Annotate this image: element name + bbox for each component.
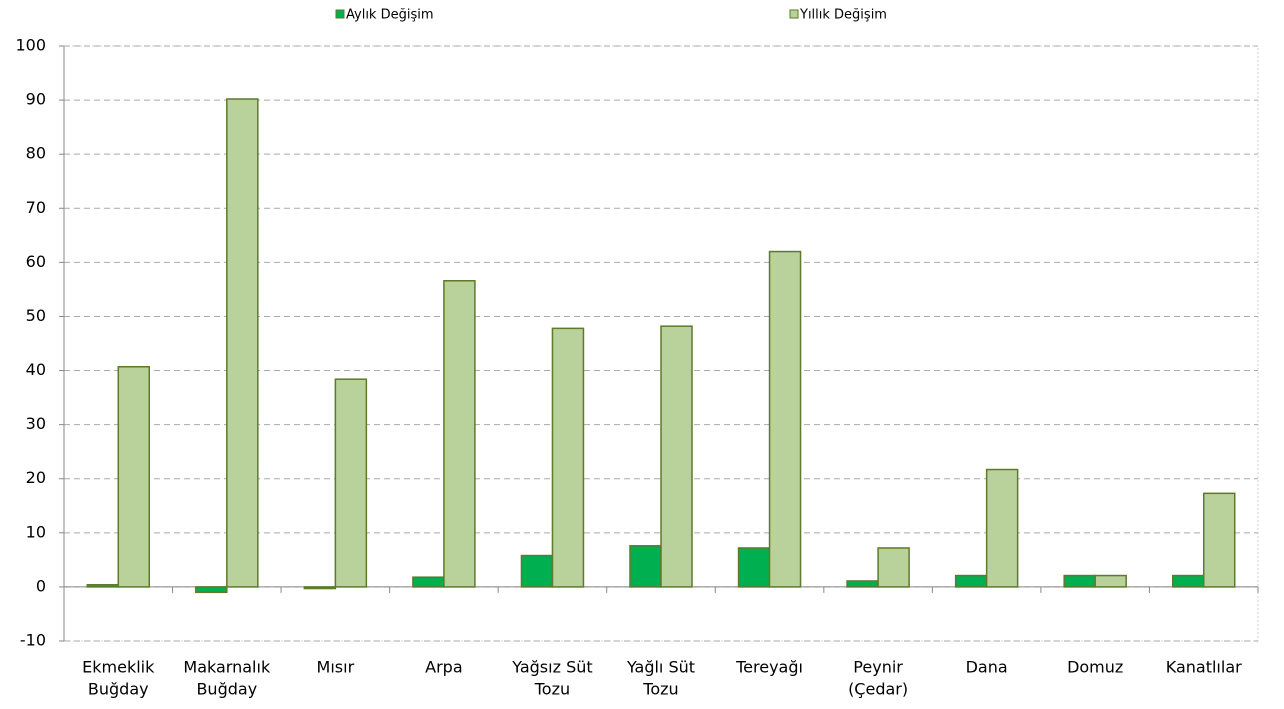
y-tick-label: 50 [26, 306, 46, 325]
x-tick-label: Mısır [317, 658, 355, 677]
x-tick-label: Yağsız Süt [511, 658, 592, 677]
bar [520, 554, 554, 588]
bar [551, 327, 585, 588]
y-tick-label: 100 [15, 36, 46, 55]
bar [117, 366, 151, 588]
x-tick-label: Buğday [196, 680, 257, 699]
x-tick-label: Arpa [425, 658, 462, 677]
x-tick-label: Tozu [534, 680, 570, 699]
x-tick-label: Makarnalık [183, 658, 271, 677]
bar [195, 586, 228, 594]
x-tick-label: (Çedar) [848, 680, 908, 699]
x-tick-label: Buğday [88, 680, 149, 699]
y-tick-label: 10 [26, 522, 46, 541]
y-tick-label: 30 [26, 414, 46, 433]
x-tick-label: Domuz [1067, 658, 1123, 677]
y-tick-label: 0 [36, 576, 46, 595]
x-tick-label: Tereyağı [735, 658, 803, 677]
bar [334, 378, 368, 588]
x-tick-label: Peynir [853, 658, 903, 677]
bar [660, 325, 693, 588]
y-tick-label: -10 [20, 631, 46, 650]
bar [768, 250, 802, 588]
x-tick-label: Dana [966, 658, 1008, 677]
x-tick-label: Ekmeklik [82, 658, 155, 677]
legend-label: Yıllık Değişim [799, 8, 887, 23]
bar [443, 280, 476, 588]
legend-swatch [335, 9, 345, 19]
bar [303, 586, 337, 590]
bar [985, 468, 1019, 588]
y-tick-label: 70 [26, 198, 46, 217]
bar [1094, 574, 1127, 588]
y-tick-label: 80 [26, 144, 46, 163]
bar [86, 583, 120, 588]
bar [846, 580, 879, 588]
bar [1202, 492, 1236, 588]
bar [412, 576, 445, 588]
x-tick-label: Tozu [642, 680, 678, 699]
x-tick-label: Yağlı Süt [626, 658, 695, 677]
bar [737, 547, 771, 588]
y-tick-label: 40 [26, 360, 46, 379]
bar [877, 547, 910, 588]
bar [954, 574, 988, 588]
y-tick-label: 90 [26, 90, 46, 109]
x-tick-label: Kanatlılar [1166, 658, 1242, 677]
legend-swatch [789, 9, 799, 19]
bar [1171, 574, 1205, 588]
y-tick-label: 20 [26, 468, 46, 487]
y-tick-label: 60 [26, 252, 46, 271]
bar [226, 98, 259, 588]
bar [629, 545, 662, 588]
legend-label: Aylık Değişim [346, 8, 434, 23]
bar [1063, 574, 1096, 588]
